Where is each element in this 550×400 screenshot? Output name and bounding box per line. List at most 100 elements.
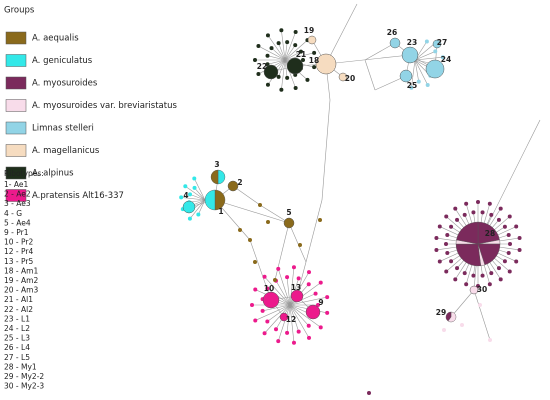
edge [264, 304, 291, 334]
node [262, 291, 280, 309]
edge [214, 199, 290, 224]
small-node [487, 282, 492, 287]
small-node [285, 330, 290, 335]
small-node [434, 236, 439, 241]
ribotype-item: 2 - Ae2 [4, 190, 31, 199]
legend-label: A. alpinus [32, 169, 74, 179]
node-label: 3 [214, 160, 219, 169]
edge [198, 199, 206, 215]
edge [264, 276, 291, 306]
edge [289, 296, 328, 306]
node [338, 72, 348, 82]
small-node [256, 71, 261, 76]
ribotype-item: 13 - Pr5 [4, 257, 33, 266]
edge [267, 55, 286, 61]
small-node [508, 242, 512, 246]
small-node [262, 274, 267, 279]
small-node [445, 232, 450, 237]
small-node [416, 79, 421, 84]
small-node [279, 87, 284, 92]
edge [284, 59, 288, 78]
node-label: 19 [304, 26, 314, 35]
legend-label: A.pratensis Alt16-337 [32, 191, 124, 201]
legend-swatch [5, 99, 27, 112]
small-node [498, 206, 503, 211]
legend-swatch [5, 189, 27, 202]
node-label: 24 [441, 55, 451, 64]
small-node [498, 277, 503, 282]
small-node [253, 287, 258, 292]
small-node [507, 214, 512, 219]
edge [289, 304, 310, 339]
small-node [293, 86, 298, 91]
legend: Groups A. aequalis A. geniculatus A. myosu… [4, 6, 177, 202]
small-node [462, 271, 467, 276]
edge [305, 199, 323, 263]
node-label: 20 [345, 74, 355, 83]
small-node [265, 82, 270, 87]
small-node [265, 286, 270, 291]
small-node [312, 65, 317, 70]
small-node [453, 206, 458, 211]
small-node [455, 217, 460, 222]
edge [277, 268, 291, 306]
small-node [442, 328, 446, 332]
edge [284, 39, 308, 61]
small-node [273, 278, 277, 282]
small-node [250, 303, 254, 308]
small-node [192, 176, 197, 181]
small-node [464, 282, 469, 287]
node-label: 25 [407, 81, 417, 90]
edge [284, 59, 296, 89]
small-node [306, 270, 311, 275]
ribotype-item: 30 - My2-3 [4, 382, 44, 391]
small-node [276, 74, 281, 79]
small-node [279, 28, 284, 33]
edge [267, 304, 291, 322]
small-node [265, 53, 270, 58]
edge [325, 3, 358, 65]
small-node [496, 266, 501, 271]
small-node [301, 58, 305, 62]
small-node [188, 192, 193, 197]
small-node [318, 280, 323, 285]
small-node [475, 200, 480, 204]
edge [189, 194, 206, 201]
ribotype-item: 25 - L3 [4, 334, 30, 343]
small-node [285, 275, 290, 280]
edge [450, 289, 475, 318]
small-node [265, 33, 270, 38]
node [401, 46, 419, 64]
ribotype-item: 28 - My1 [4, 362, 37, 371]
node [389, 37, 401, 49]
small-nodes [179, 28, 522, 395]
legend-label: A. myosuroides [32, 79, 98, 89]
small-node [444, 269, 449, 274]
small-node [276, 41, 281, 46]
ribotype-item: 19 - Am2 [4, 276, 38, 285]
node [182, 200, 196, 214]
small-node [449, 224, 454, 229]
node [263, 64, 279, 80]
small-node [293, 43, 298, 48]
small-node [506, 251, 511, 256]
small-node [325, 310, 330, 315]
legend-label: A. aequalis [32, 34, 79, 44]
node-label: 30 [477, 285, 487, 294]
ribotype-item: 29 - My2-2 [4, 372, 44, 381]
small-node [502, 224, 507, 229]
small-node [306, 323, 311, 328]
node [315, 53, 337, 75]
small-node [437, 259, 442, 264]
small-node [433, 49, 438, 54]
small-node [444, 214, 449, 219]
node-slice [210, 169, 219, 185]
small-node [313, 291, 318, 296]
small-node [325, 295, 330, 300]
small-node [514, 259, 519, 264]
small-node [455, 266, 460, 271]
edge [288, 222, 307, 263]
edge [255, 304, 291, 321]
small-node [489, 212, 494, 217]
edge [258, 45, 286, 61]
